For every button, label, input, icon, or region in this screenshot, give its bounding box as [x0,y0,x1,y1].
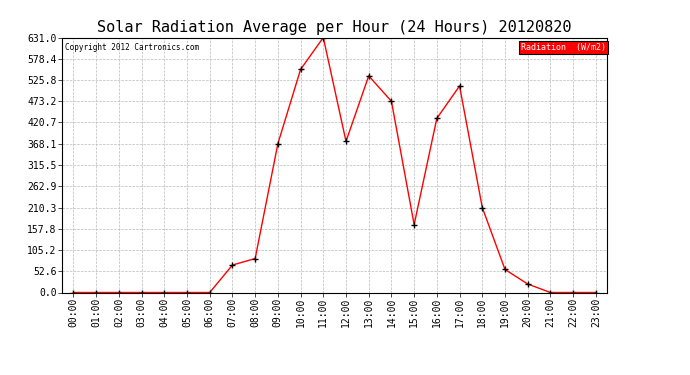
Text: Copyright 2012 Cartronics.com: Copyright 2012 Cartronics.com [65,43,199,52]
Title: Solar Radiation Average per Hour (24 Hours) 20120820: Solar Radiation Average per Hour (24 Hou… [97,20,572,35]
Text: Radiation  (W/m2): Radiation (W/m2) [521,43,606,52]
